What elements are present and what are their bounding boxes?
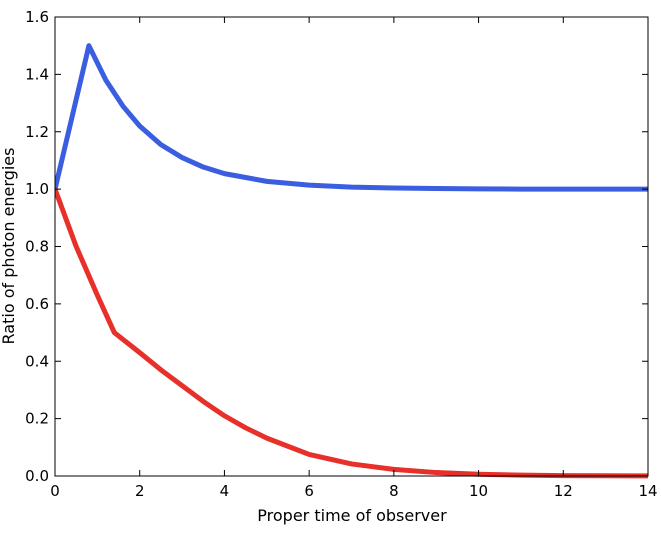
series-line-2: [55, 188, 648, 479]
x-tick-label: 14: [638, 482, 657, 500]
y-tick-label: 1.4: [25, 65, 49, 83]
y-tick-label: 0.0: [25, 467, 49, 485]
y-tick-label: 1.0: [25, 180, 49, 198]
series-layer: [55, 43, 648, 479]
x-tick-label: 10: [469, 482, 488, 500]
x-tick-label: 6: [304, 482, 314, 500]
y-tick-label: 0.2: [25, 410, 49, 428]
plot-frame-layer: [54, 16, 649, 477]
x-tick-label: 4: [220, 482, 230, 500]
ticks-layer: 0 2 4 6 8 10 12 14 0.0 0.2 0.4 0.6 0.8 1.0 1.2 1.4 1.6: [25, 8, 657, 500]
y-tick-label: 0.6: [25, 295, 49, 313]
y-tick-label: 1.6: [25, 8, 49, 26]
x-tick-label: 12: [554, 482, 573, 500]
y-tick-label: 1.2: [25, 123, 49, 141]
x-tick-label: 2: [135, 482, 145, 500]
y-tick-label: 0.4: [25, 352, 49, 370]
x-axis-label: Proper time of observer: [257, 506, 447, 525]
y-tick-label: 0.8: [25, 238, 49, 256]
series-line-1: [55, 43, 648, 192]
x-tick-label: 8: [389, 482, 399, 500]
plot-frame: [54, 16, 649, 477]
y-axis-label: Ratio of photon energies: [0, 148, 18, 345]
x-tick-label: 0: [50, 482, 60, 500]
